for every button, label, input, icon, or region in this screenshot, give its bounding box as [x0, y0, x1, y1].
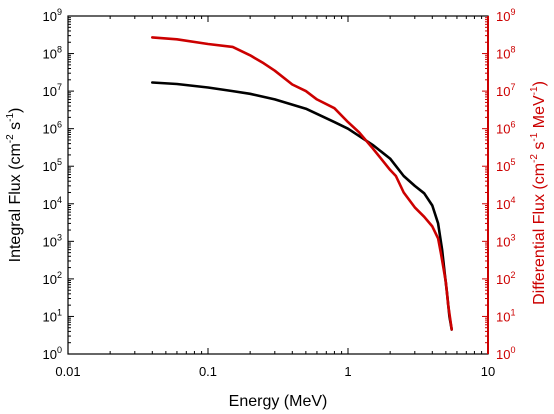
right-y-tick-exp: 8 [510, 45, 515, 55]
right-y-tick-base: 10 [496, 47, 510, 62]
right-y-tick-base: 10 [496, 159, 510, 174]
x-tick-label: 1 [344, 364, 351, 379]
left-y-tick-base: 10 [43, 197, 57, 212]
plot-frame [67, 15, 489, 355]
right-y-tick-base: 10 [496, 9, 510, 24]
integral-flux-line [151, 81, 453, 331]
right-y-tick-label: 106 [496, 120, 515, 137]
right-y-title-mid1: s [531, 142, 548, 154]
x-tick-label: 0.01 [55, 364, 80, 379]
left-y-tick-base: 10 [43, 347, 57, 362]
left-y-tick-base: 10 [43, 309, 57, 324]
right-y-tick-exp: 1 [510, 307, 515, 317]
left-y-tick-exp: 7 [57, 82, 62, 92]
right-y-title-exp3: -1 [529, 86, 540, 95]
left-y-tick-exp: 3 [57, 232, 62, 242]
left-y-tick-label: 107 [43, 82, 62, 99]
right-y-title-base: Differential Flux (cm [531, 163, 548, 305]
right-y-tick-base: 10 [496, 347, 510, 362]
left-y-title-exp1: -2 [5, 134, 16, 143]
right-y-tick-base: 10 [496, 197, 510, 212]
right-y-title-end: ) [531, 81, 548, 86]
left-y-tick-exp: 0 [57, 345, 62, 355]
right-y-tick-label: 102 [496, 270, 515, 287]
left-y-tick-base: 10 [43, 272, 57, 287]
right-y-tick-base: 10 [496, 234, 510, 249]
left-y-tick-base: 10 [43, 234, 57, 249]
right-y-tick-label: 107 [496, 82, 515, 99]
right-y-tick-label: 109 [496, 7, 515, 24]
right-y-title-exp2: -1 [529, 132, 540, 141]
left-y-tick-base: 10 [43, 9, 57, 24]
left-y-title-base: Integral Flux (cm [7, 143, 24, 262]
left-y-tick-exp: 5 [57, 157, 62, 167]
right-y-title-mid2: MeV [531, 95, 548, 133]
x-tick-label: 10 [481, 364, 495, 379]
right-y-tick-exp: 3 [510, 232, 515, 242]
right-y-tick-exp: 7 [510, 82, 515, 92]
right-y-tick-exp: 2 [510, 270, 515, 280]
right-y-tick-exp: 5 [510, 157, 515, 167]
left-y-tick-label: 102 [43, 270, 62, 287]
right-y-tick-base: 10 [496, 309, 510, 324]
left-y-tick-label: 100 [43, 345, 62, 362]
left-y-tick-label: 103 [43, 232, 62, 249]
series-layer [151, 36, 453, 331]
left-y-tick-exp: 1 [57, 307, 62, 317]
left-y-tick-label: 109 [43, 7, 62, 24]
left-y-title-exp2: -1 [5, 113, 16, 122]
right-y-tick-base: 10 [496, 122, 510, 137]
left-y-tick-base: 10 [43, 47, 57, 62]
right-y-tick-label: 105 [496, 157, 515, 174]
right-y-tick-label: 104 [496, 195, 515, 212]
x-axis-title: Energy (MeV) [229, 393, 328, 410]
right-y-axis-title: Differential Flux (cm-2 s-1 MeV-1) [529, 81, 548, 305]
left-y-title-end: ) [7, 108, 24, 113]
right-y-tick-exp: 6 [510, 120, 515, 130]
left-y-tick-label: 106 [43, 120, 62, 137]
left-y-tick-exp: 8 [57, 45, 62, 55]
left-y-tick-base: 10 [43, 159, 57, 174]
left-y-tick-label: 108 [43, 45, 62, 62]
right-y-tick-label: 103 [496, 232, 515, 249]
right-y-tick-label: 100 [496, 345, 515, 362]
right-y-tick-label: 101 [496, 307, 515, 324]
right-y-tick-label: 108 [496, 45, 515, 62]
x-tick-label: 0.1 [199, 364, 217, 379]
left-y-tick-exp: 9 [57, 7, 62, 17]
left-y-axis-title: Integral Flux (cm-2 s-1) [5, 108, 24, 263]
right-y-tick-exp: 0 [510, 345, 515, 355]
right-y-title-exp1: -2 [529, 154, 540, 163]
left-y-tick-label: 104 [43, 195, 62, 212]
differential-flux-line [151, 36, 453, 331]
left-y-tick-exp: 4 [57, 195, 62, 205]
left-y-tick-label: 105 [43, 157, 62, 174]
right-y-tick-exp: 4 [510, 195, 515, 205]
left-y-tick-label: 101 [43, 307, 62, 324]
right-y-tick-exp: 9 [510, 7, 515, 17]
left-y-tick-base: 10 [43, 122, 57, 137]
right-y-tick-base: 10 [496, 272, 510, 287]
left-y-tick-exp: 6 [57, 120, 62, 130]
left-y-tick-base: 10 [43, 84, 57, 99]
left-y-title-mid: s [7, 122, 24, 134]
left-y-tick-exp: 2 [57, 270, 62, 280]
right-y-tick-base: 10 [496, 84, 510, 99]
